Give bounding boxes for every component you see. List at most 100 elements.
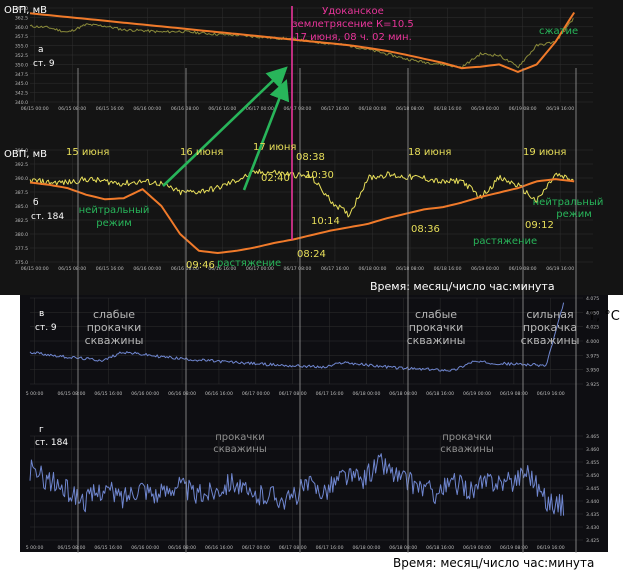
x-tick-label: 06/17 16:00 <box>316 391 344 397</box>
y-tick-label: 3.465 <box>586 434 599 440</box>
x-tick-label: 06/16 00:00 <box>131 391 159 397</box>
weak-pumping-2-line3: скважины <box>407 334 466 347</box>
time-label-0946: 09:46 <box>186 260 215 271</box>
y-tick-label: 3.975 <box>586 353 599 359</box>
y-tick-label: 3.440 <box>586 499 599 505</box>
green-arrow-2 <box>242 79 290 191</box>
x-tick-label: 06/16 16:00 <box>208 106 236 112</box>
x-tick-label: 06/18 08:00 <box>396 106 424 112</box>
y-tick-label: 4.025 <box>586 325 599 331</box>
x-tick-label: 06/16 00:00 <box>133 266 161 272</box>
time-axis-caption-top: Время: месяц/число час:минута <box>370 280 555 293</box>
day-label-16: 16 июня <box>180 147 223 158</box>
x-tick-label: 06/17 16:00 <box>321 266 349 272</box>
series-line-в-0 <box>29 302 565 372</box>
y-tick-label: 3.445 <box>586 486 599 492</box>
y-tick-label: 385.0 <box>15 204 28 210</box>
x-tick-label: 06/17 00:00 <box>242 391 270 397</box>
y-tick-label: 340.0 <box>15 100 28 106</box>
panel-b-station: ст. 184 <box>31 212 64 222</box>
annotation-compression: сжатие <box>539 26 578 37</box>
marker-lines <box>77 68 577 553</box>
pumping-g1-line1: прокачки <box>215 432 265 443</box>
x-tick-label: 06/16 16:00 <box>208 266 236 272</box>
x-tick-label: 06/15 16:00 <box>94 545 122 551</box>
x-tick-label: 06/19 00:00 <box>471 266 499 272</box>
x-tick-label: 06/18 00:00 <box>359 266 387 272</box>
day-label-19: 19 июня <box>523 147 566 158</box>
x-tick-label: 06/15 08:00 <box>58 545 86 551</box>
mode-neutral-2-line1: нейтральный <box>533 197 604 208</box>
x-tick-label: 06/16 08:00 <box>171 106 199 112</box>
x-tick-label: 06/19 16:00 <box>537 391 565 397</box>
x-tick-label: 06/17 08:00 <box>279 391 307 397</box>
x-tick-label: 06/19 16:00 <box>546 266 574 272</box>
x-tick-label: 06/19 16:00 <box>546 106 574 112</box>
x-tick-label: 06/19 00:00 <box>463 545 491 551</box>
y-tick-label: 4.000 <box>586 339 599 345</box>
x-tick-label: 06/15 08:00 <box>58 266 86 272</box>
time-axis-caption-bottom: Время: месяц/число час:минута <box>393 556 594 570</box>
weak-pumping-1-line1: слабые <box>93 308 135 321</box>
x-tick-label: 06/18 00:00 <box>352 545 380 551</box>
x-tick-label: 06/18 16:00 <box>434 106 462 112</box>
x-tick-label: 06/15 08:00 <box>58 391 86 397</box>
y-tick-label: 357.5 <box>15 34 28 40</box>
y-tick-label: 387.5 <box>15 190 28 196</box>
x-tick-label: 06/16 08:00 <box>168 391 196 397</box>
x-tick-label: 06/16 00:00 <box>133 106 161 112</box>
mode-neutral-1-line2: режим <box>96 218 132 229</box>
green-arrow-1 <box>162 66 288 187</box>
series-line-a-0 <box>29 18 574 69</box>
x-tick-label: 06/17 00:00 <box>246 106 274 112</box>
time-label-1014: 10:14 <box>311 216 340 227</box>
y-tick-label: 362.5 <box>15 15 28 21</box>
earthquake-title-line3: 17 июня, 08 ч. 02 мин. <box>294 32 412 43</box>
bottom-margin <box>20 552 608 573</box>
x-tick-label: 06/18 16:00 <box>426 545 454 551</box>
x-tick-label: 06/15 16:00 <box>96 266 124 272</box>
x-tick-label: 06/17 08:00 <box>283 106 311 112</box>
pumping-g2-line2: скважины <box>440 444 494 455</box>
y-tick-label: 375.0 <box>15 260 28 266</box>
x-tick-label: 06/15 08:00 <box>58 106 86 112</box>
y-tick-label: 3.455 <box>586 460 599 466</box>
x-tick-label: 06/18 08:00 <box>396 266 424 272</box>
x-tick-label: 06/15 00:00 <box>21 106 49 112</box>
x-tick-label: 06/17 00:00 <box>242 545 270 551</box>
pumping-g2-line1: прокачки <box>442 432 492 443</box>
x-tick-label: 06/17 16:00 <box>316 545 344 551</box>
x-tick-label: 5 00:00 <box>26 391 44 397</box>
day-label-18: 18 июня <box>408 147 451 158</box>
weak-pumping-1-line2: прокачки <box>87 321 142 334</box>
y-tick-label: 345.0 <box>15 81 28 87</box>
mode-neutral-2-line2: режим <box>556 209 592 220</box>
bottom-panel-background <box>20 295 608 552</box>
y-tick-label: 3.950 <box>586 368 599 374</box>
x-tick-label: 06/16 08:00 <box>168 545 196 551</box>
time-label-1030: 10:30 <box>305 170 334 181</box>
y-tick-label: 360.0 <box>15 25 28 31</box>
left-margin <box>0 295 20 573</box>
right-margin <box>608 295 623 573</box>
x-tick-label: 06/19 00:00 <box>463 391 491 397</box>
y-tick-label: 352.5 <box>15 53 28 59</box>
x-tick-label: 06/19 08:00 <box>500 391 528 397</box>
panel-a-ylabel: ОВП, мВ <box>4 5 47 16</box>
x-tick-label: 06/18 16:00 <box>434 266 462 272</box>
y-tick-label: 3.460 <box>586 447 599 453</box>
series-line-б-1 <box>29 178 575 254</box>
x-tick-label: 06/18 16:00 <box>426 391 454 397</box>
series-layer <box>29 11 576 516</box>
x-tick-label: 06/19 08:00 <box>500 545 528 551</box>
x-tick-label: 06/19 00:00 <box>471 106 499 112</box>
y-tick-label: 377.5 <box>15 246 28 252</box>
time-label-0240: 02:40 <box>261 173 290 184</box>
x-tick-label: 06/17 08:00 <box>283 266 311 272</box>
y-tick-label: 382.5 <box>15 218 28 224</box>
panel-g-label: г <box>39 425 44 435</box>
panel-a-label: а <box>38 45 44 55</box>
strong-pumping-line3: скважины <box>521 334 580 347</box>
x-tick-label: 06/17 16:00 <box>321 106 349 112</box>
